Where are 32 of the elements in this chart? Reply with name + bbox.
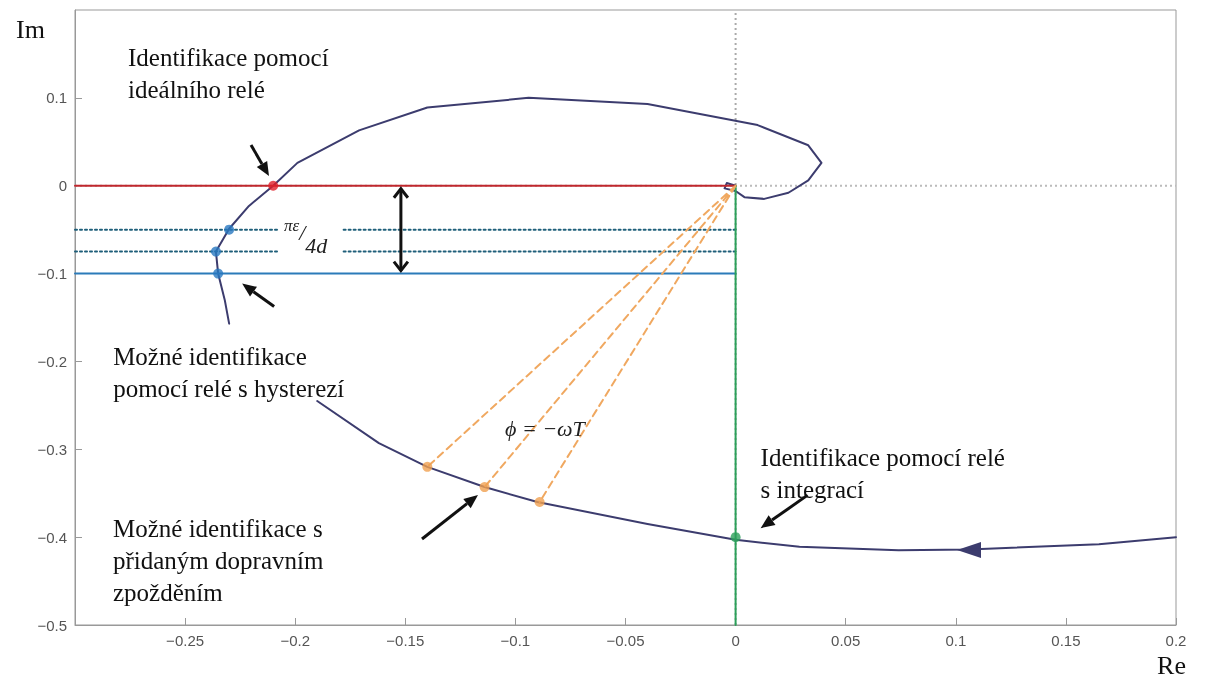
point: [534, 497, 545, 507]
point: [213, 268, 224, 279]
point: [479, 482, 490, 493]
y-tick-label: −0.5: [37, 616, 67, 634]
x-tick-label: −0.2: [280, 632, 311, 649]
annotation: Identifikace pomocí ideálního relé: [128, 44, 329, 103]
annotation: ϕ = −ωT: [505, 416, 587, 441]
x-tick-label: 0.05: [831, 632, 861, 649]
annotation: Možné identifikace s přidaným dopravním zpožděním: [113, 515, 324, 606]
x-tick-label: 0.2: [1165, 632, 1187, 649]
x-tick-label: −0.15: [386, 632, 425, 649]
y-axis-title: Im: [16, 14, 45, 44]
y-tick-label: −0.1: [37, 265, 67, 283]
point: [730, 532, 741, 543]
annotation: Možné identifikace pomocí relé s hysterezí: [113, 343, 345, 403]
y-tick-label: 0.1: [46, 89, 67, 107]
point: [224, 224, 235, 235]
y-tick-label: −0.2: [37, 352, 67, 370]
annotation: Identifikace pomocí relé s integrací: [760, 443, 1005, 503]
x-tick-label: −0.1: [500, 632, 531, 649]
x-tick-label: −0.05: [606, 632, 645, 649]
y-tick-label: −0.4: [37, 528, 67, 546]
point: [210, 246, 221, 257]
point: [422, 461, 433, 472]
x-tick-label: 0.1: [945, 632, 967, 649]
x-axis-title: Re: [1157, 650, 1187, 680]
x-tick-label: 0: [731, 632, 740, 649]
y-tick-label: 0: [58, 177, 67, 195]
x-tick-label: 0.15: [1051, 632, 1081, 649]
point: [268, 180, 279, 191]
y-tick-label: −0.3: [37, 440, 67, 458]
x-tick-label: −0.25: [166, 632, 205, 649]
